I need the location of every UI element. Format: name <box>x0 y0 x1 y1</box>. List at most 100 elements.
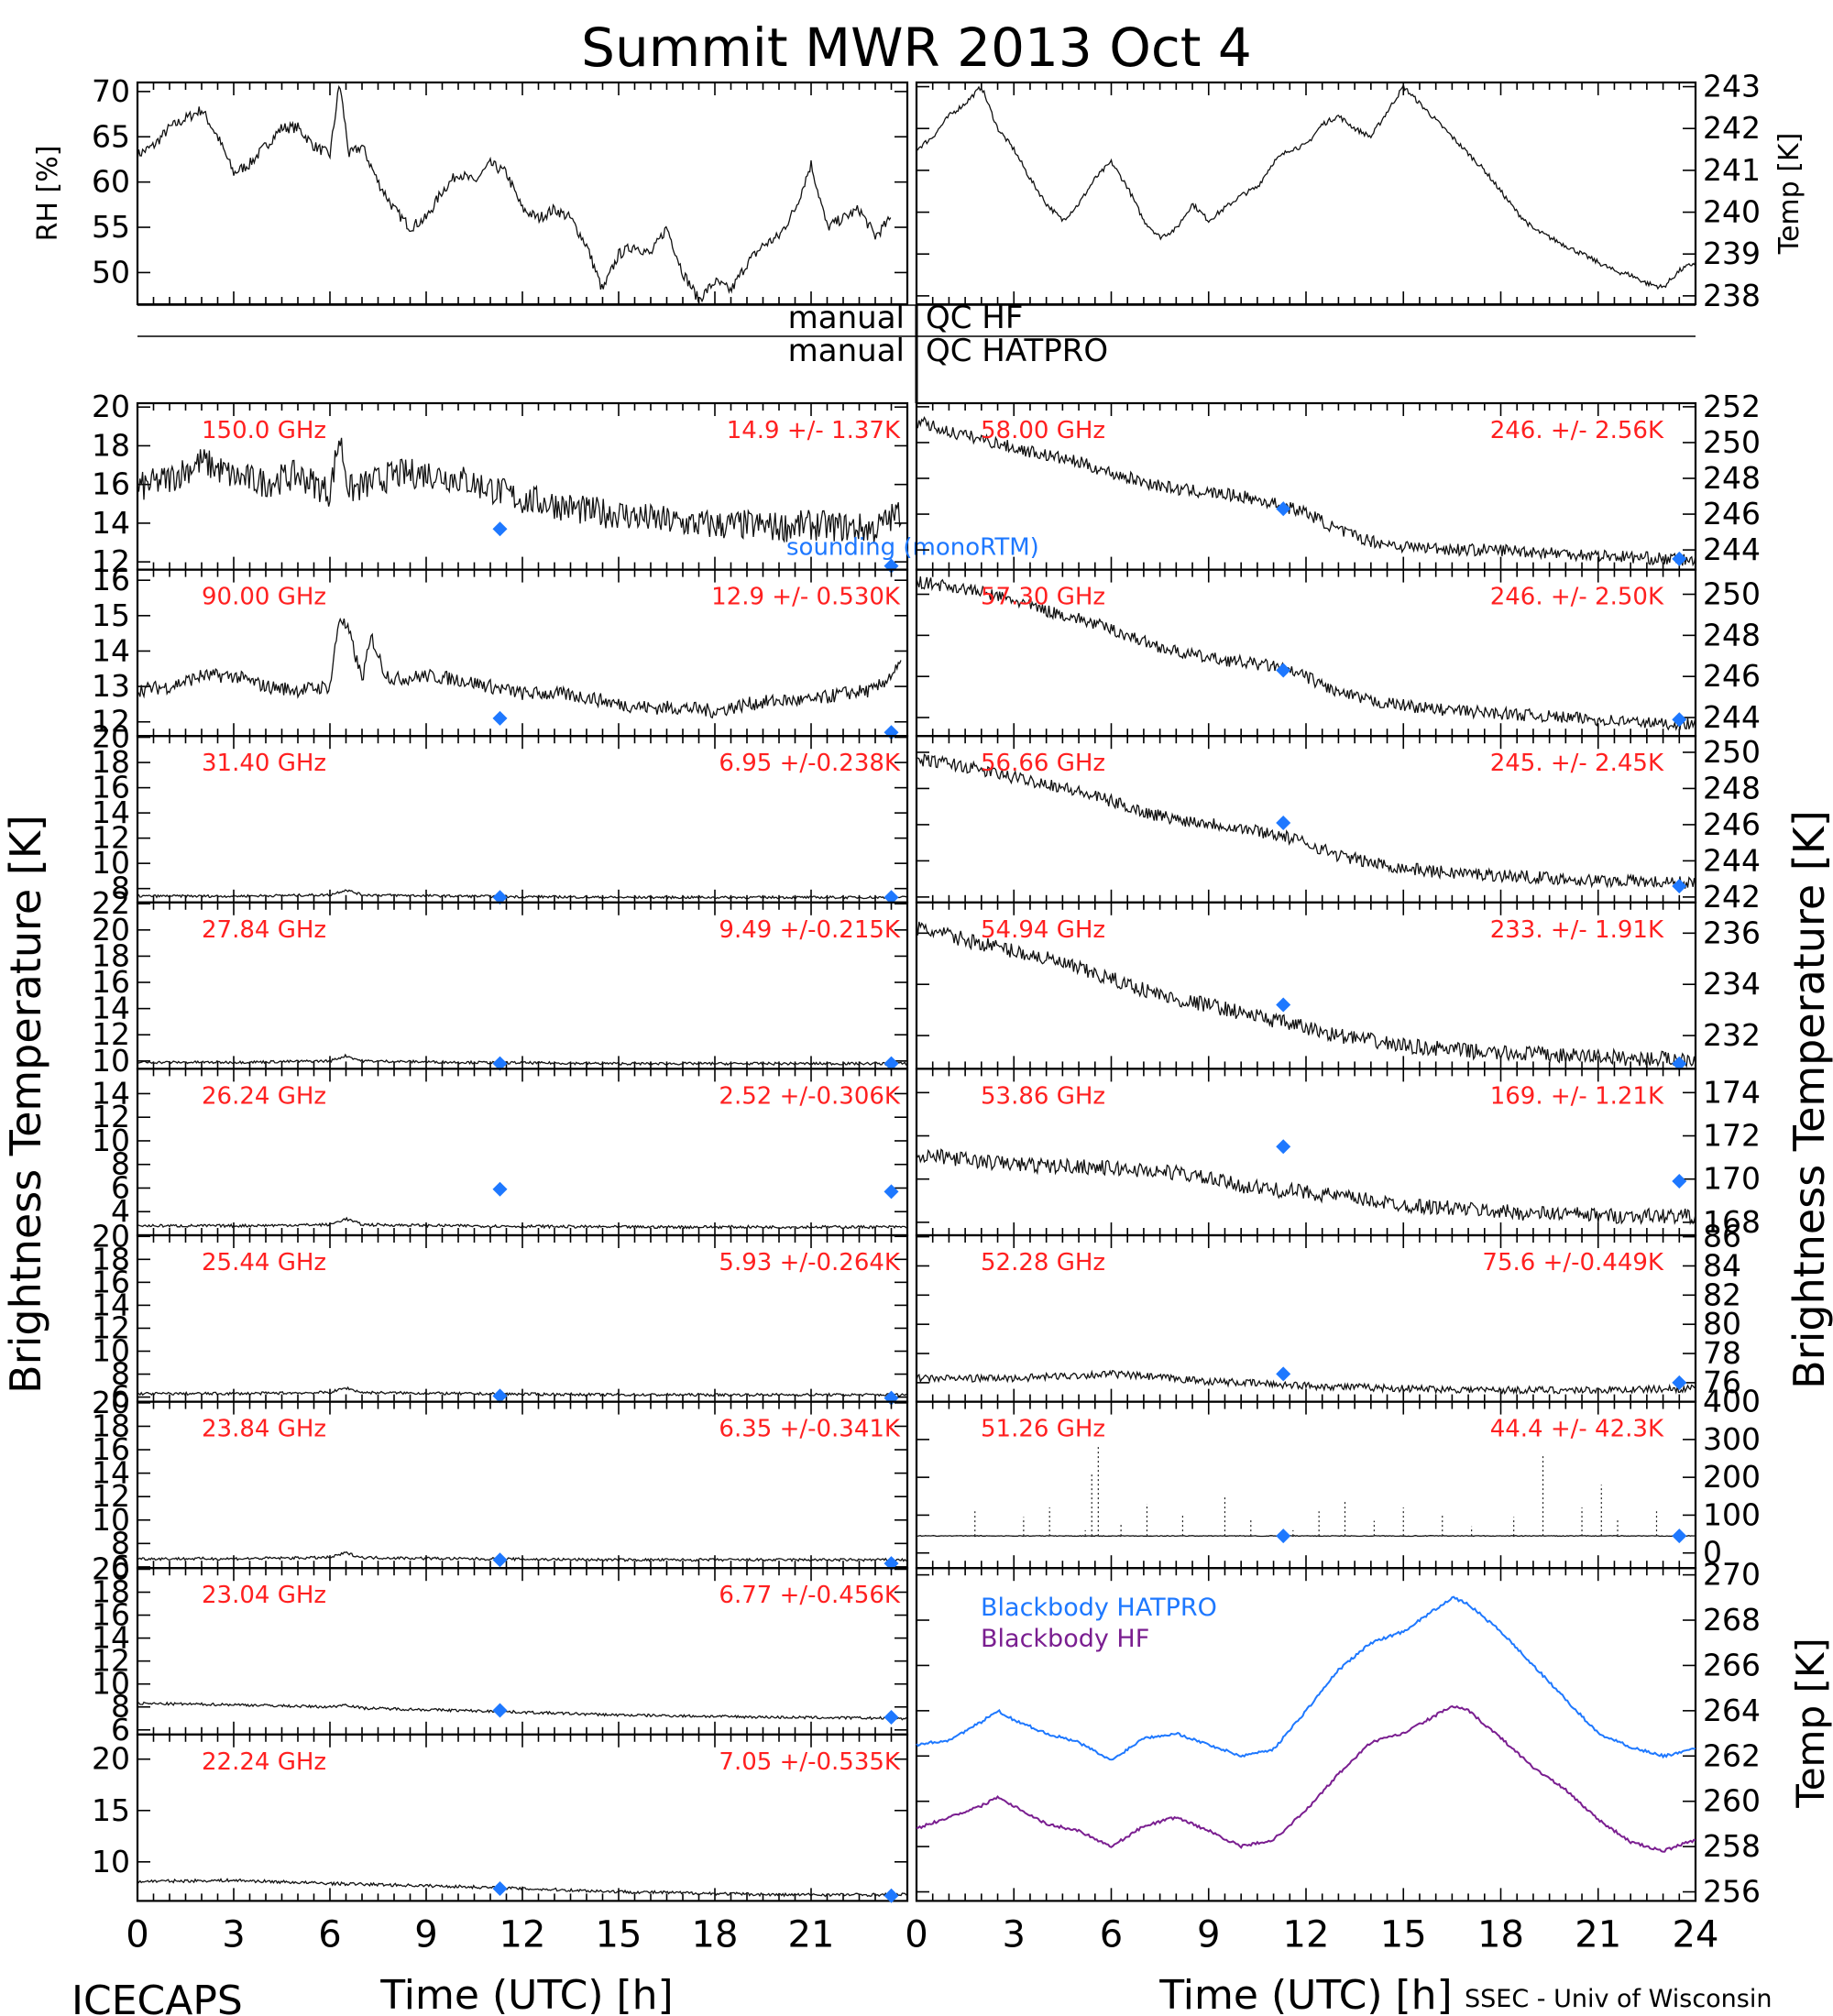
x-tick-label-right: 3 <box>1003 1913 1026 1956</box>
x-tick-label-right: 9 <box>1197 1913 1220 1956</box>
right-panel-5126-stats-label: 44.4 +/- 42.3K <box>1490 1416 1664 1443</box>
x-axis-title-left: Time (UTC) [h] <box>379 1972 673 2016</box>
blackbody-panel-ytick-label: 258 <box>1703 1828 1761 1864</box>
left-panel-2304-ytick-label: 14 <box>92 1620 130 1656</box>
temp-panel-ytick-label: 239 <box>1703 236 1761 271</box>
right-panel-5666-sounding-marker <box>1276 815 1291 830</box>
left-panel-2304-ytick-label: 20 <box>92 1550 130 1586</box>
left-panel-2784-ytick-label: 16 <box>92 964 130 1000</box>
right-panel-5228-trace <box>916 1369 1696 1396</box>
left-panel-9000-ytick-label: 13 <box>92 668 130 704</box>
left-panel-1500-ytick-label: 18 <box>92 427 130 463</box>
left-panel-2784-freq-label: 27.84 GHz <box>202 916 326 944</box>
right-panel-5228-sounding-marker <box>1276 1366 1291 1382</box>
temp-trace <box>916 82 1696 290</box>
left-panel-1500-stats-label: 14.9 +/- 1.37K <box>727 417 901 444</box>
temp-panel-ytick-label: 243 <box>1703 69 1761 104</box>
blackbody-panel-ytick-label: 266 <box>1703 1647 1761 1682</box>
left-panel-3140-ytick-label: 8 <box>111 871 130 906</box>
left-panel-2384-ytick-label: 12 <box>92 1478 130 1514</box>
right-panel-5494-ytick-label: 236 <box>1703 915 1761 950</box>
rh-panel-ytick-label: 55 <box>92 209 130 245</box>
blackbody-series-hatpro <box>916 1595 1696 1761</box>
left-panel-3140-ytick-label: 20 <box>92 719 130 755</box>
left-panel-2304-ytick-label: 6 <box>111 1712 130 1748</box>
blackbody-panel-ytick-label: 260 <box>1703 1783 1761 1819</box>
right-panel-5228-ytick-label: 84 <box>1703 1247 1741 1283</box>
left-panel-1500-ytick-label: 16 <box>92 466 130 502</box>
qc-label-left-hatpro: manual <box>788 333 905 369</box>
right-panel-5228-ytick-label: 78 <box>1703 1335 1741 1371</box>
right-panel-5800-ytick-label: 248 <box>1703 460 1761 496</box>
right-panel-5494-stats-label: 233. +/- 1.91K <box>1490 916 1664 944</box>
rh-panel-frame <box>136 81 909 306</box>
x-tick-label-left: 9 <box>414 1913 437 1956</box>
right-panel-5730-ytick-label: 244 <box>1703 699 1761 735</box>
sounding-note: sounding (monoRTM) <box>786 534 1039 562</box>
left-panel-2544-freq-label: 25.44 GHz <box>202 1249 326 1276</box>
right-panel-5800-sounding-marker <box>1672 551 1687 566</box>
right-panel-5126-freq-label: 51.26 GHz <box>981 1416 1105 1443</box>
x-tick-label-right: 18 <box>1477 1913 1524 1956</box>
x-axis-title-right: Time (UTC) [h] <box>1158 1972 1452 2016</box>
left-panel-3140-ytick-label: 12 <box>92 820 130 856</box>
left-panel-2304-ytick-label: 12 <box>92 1643 130 1679</box>
right-panel-5800-ytick-label: 250 <box>1703 424 1761 460</box>
left-panel-9000-ytick-label: 14 <box>92 632 130 668</box>
left-panel-3140-stats-label: 6.95 +/-0.238K <box>719 750 901 777</box>
right-panel-5666-ytick-label: 248 <box>1703 770 1761 805</box>
right-panel-5386-ytick-label: 170 <box>1703 1161 1761 1197</box>
left-panel-2624-ytick-label: 12 <box>92 1099 130 1134</box>
temp-panel-frame <box>915 81 1697 306</box>
right-panel-5494-ytick-label: 234 <box>1703 966 1761 1002</box>
legend-entry-hf: Blackbody HF <box>981 1625 1149 1653</box>
left-panel-9000-freq-label: 90.00 GHz <box>202 584 326 611</box>
rh-panel-ytick-label: 50 <box>92 254 130 290</box>
left-panel-2784-ytick-label: 14 <box>92 991 130 1026</box>
blackbody-panel-ytick-label: 270 <box>1703 1557 1761 1593</box>
left-panel-2544-ytick-label: 8 <box>111 1356 130 1392</box>
left-panel-2304-sounding-marker <box>492 1703 508 1718</box>
left-panel-2304-trace <box>137 1701 908 1721</box>
left-panel-2224-ytick-label: 15 <box>92 1792 130 1828</box>
left-panel-2304-ytick-label: 16 <box>92 1597 130 1633</box>
left-panel-9000-sounding-marker <box>492 710 508 726</box>
left-panel-2224-freq-label: 22.24 GHz <box>202 1748 326 1776</box>
left-panel-9000-stats-label: 12.9 +/- 0.530K <box>711 584 901 611</box>
right-panel-5494: 232 234 236 54.94 GHz 233. +/- 1.91K <box>915 901 1761 1071</box>
right-panel-5800-trace <box>916 416 1696 567</box>
qc-label-left-hf: manual <box>788 300 905 336</box>
left-panel-2624-ytick-label: 4 <box>111 1193 130 1229</box>
left-panel-9000-ytick-label: 12 <box>92 704 130 740</box>
qc-strip: manual QC HF manual QC HATPRO <box>137 300 1696 369</box>
x-tick-label-left: 21 <box>788 1913 835 1956</box>
right-panel-5386-ytick-label: 174 <box>1703 1074 1761 1110</box>
left-panel-2384-ytick-label: 18 <box>92 1408 130 1443</box>
footer-ssec: SSEC - Univ of Wisconsin <box>1465 1985 1772 2013</box>
left-panel-1500-ytick-label: 14 <box>92 505 130 541</box>
left-panel-2224-sounding-marker <box>884 1888 899 1903</box>
left-panel-2384-trace <box>137 1550 908 1562</box>
qc-label-right-hatpro: QC HATPRO <box>926 333 1108 369</box>
right-panel-5386-ytick-label: 172 <box>1703 1118 1761 1154</box>
right-panel-5126-sounding-marker <box>1672 1528 1687 1544</box>
left-panel-2624-ytick-label: 6 <box>111 1169 130 1205</box>
right-panel-5666-ytick-label: 242 <box>1703 879 1761 915</box>
left-panel-2544-ytick-label: 6 <box>111 1379 130 1415</box>
x-axis-labels: 0 0 3 3 6 6 9 9 12 12 15 15 18 18 21 21 24 <box>126 1913 1718 1956</box>
rh-panel-ytick-label: 60 <box>92 164 130 200</box>
left-panel-2544-sounding-marker <box>492 1388 508 1404</box>
right-panel-5386: 168 170 172 174 53.86 GHz 169. +/- 1.21K <box>915 1068 1761 1240</box>
left-panel-2224-stats-label: 7.05 +/-0.535K <box>719 1748 901 1776</box>
blackbody-panel-ytick-label: 268 <box>1703 1602 1761 1638</box>
blackbody-panel-ytick-label: 264 <box>1703 1693 1761 1728</box>
right-panel-5800-stats-label: 246. +/- 2.56K <box>1490 417 1664 444</box>
left-panel-2384-ytick-label: 14 <box>92 1455 130 1491</box>
